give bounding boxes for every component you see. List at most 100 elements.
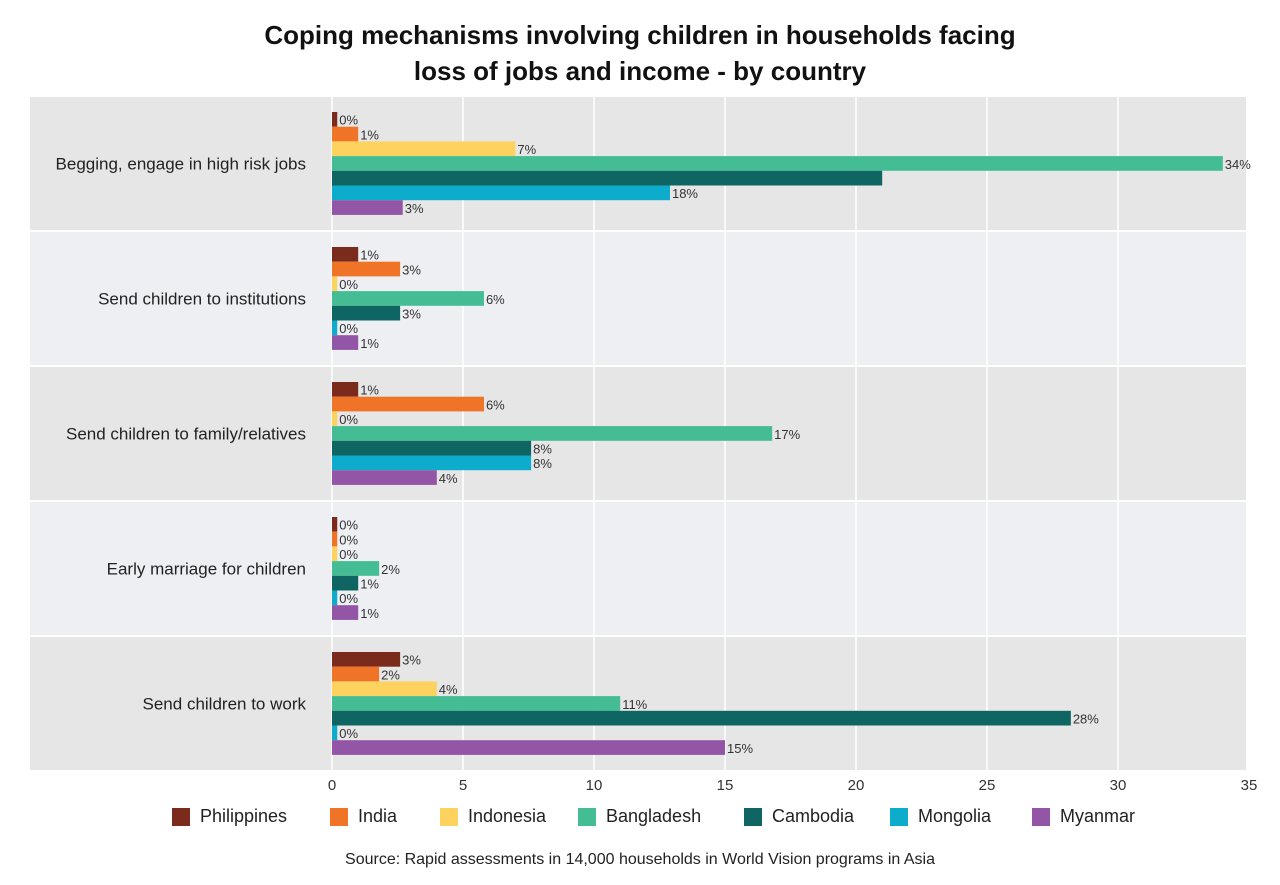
- bar-myanmar: [332, 335, 359, 350]
- data-label: 2%: [381, 667, 400, 682]
- data-label: 1%: [360, 577, 379, 592]
- data-label: 7%: [517, 142, 536, 157]
- bar-india: [332, 531, 338, 547]
- x-tick-label: 25: [979, 777, 996, 794]
- legend-label: India: [358, 806, 398, 826]
- legend-label: Philippines: [200, 806, 288, 826]
- bar-philippines: [332, 517, 338, 532]
- data-label: 11%: [622, 697, 647, 712]
- bar-myanmar: [332, 200, 403, 215]
- bar-bangladesh: [332, 426, 773, 441]
- data-label: 0%: [339, 113, 358, 128]
- legend-swatch: [440, 807, 458, 826]
- legend-label: Indonesia: [468, 806, 547, 826]
- bar-mongolia: [332, 185, 670, 201]
- bar-philippines: [332, 382, 359, 397]
- bar-bangladesh: [332, 696, 621, 711]
- legend-item-mongolia: Mongolia: [890, 806, 1032, 827]
- data-label: 8%: [533, 442, 552, 457]
- x-tick-label: 30: [1110, 777, 1127, 794]
- data-label: 1%: [360, 606, 379, 621]
- category-label: Send children to institutions: [98, 290, 306, 309]
- bar-myanmar: [332, 740, 725, 755]
- bar-indonesia: [332, 546, 338, 562]
- bar-india: [332, 396, 484, 412]
- legend-swatch: [744, 807, 762, 826]
- legend-swatch: [1032, 807, 1050, 826]
- data-label: 0%: [339, 726, 358, 741]
- data-label: 0%: [339, 277, 358, 292]
- data-label: 0%: [339, 321, 358, 336]
- data-label: 18%: [672, 186, 698, 201]
- data-label: 4%: [439, 682, 458, 697]
- data-label: 15%: [727, 741, 753, 756]
- legend-label: Myanmar: [1060, 806, 1136, 826]
- category-panel: [30, 232, 1246, 365]
- bar-cambodia: [332, 305, 401, 321]
- category-label: Early marriage for children: [107, 560, 306, 579]
- bar-mongolia: [332, 725, 338, 741]
- x-tick-label: 15: [717, 777, 734, 794]
- legend-swatch: [172, 807, 190, 826]
- data-label: 3%: [402, 653, 421, 668]
- legend-swatch: [330, 807, 348, 826]
- category-panel: [30, 502, 1246, 635]
- bar-cambodia: [332, 575, 359, 591]
- data-label: 0%: [339, 591, 358, 606]
- data-label: 1%: [360, 127, 379, 142]
- bar-india: [332, 666, 380, 682]
- bar-india: [332, 126, 359, 142]
- bar-cambodia: [332, 710, 1071, 726]
- x-tick-label: 10: [586, 777, 603, 794]
- bar-bangladesh: [332, 156, 1223, 171]
- bar-mongolia: [332, 320, 338, 336]
- x-tick-label: 0: [328, 777, 336, 794]
- bar-chart: 0 5 10 15 20 25 30 35 Begging, engage in high ri…: [30, 97, 1258, 794]
- legend: Philippines India Indonesia Bangladesh C…: [172, 806, 1135, 827]
- data-label: 8%: [533, 456, 552, 471]
- data-label: 6%: [486, 397, 505, 412]
- legend-item-myanmar: Myanmar: [1032, 806, 1135, 827]
- source-note: Source: Rapid assessments in 14,000 hous…: [345, 851, 935, 868]
- data-label: 0%: [339, 412, 358, 427]
- bar-cambodia: [332, 440, 532, 456]
- data-label: 3%: [402, 307, 421, 322]
- bar-philippines: [332, 247, 359, 262]
- legend-swatch: [578, 807, 596, 826]
- x-tick-label: 5: [459, 777, 467, 794]
- category-label: Send children to family/relatives: [66, 425, 306, 444]
- legend-label: Mongolia: [918, 806, 992, 826]
- data-label: 34%: [1225, 157, 1251, 172]
- legend-item-bangladesh: Bangladesh: [578, 806, 744, 827]
- chart-title-line-2: loss of jobs and income - by country: [413, 56, 867, 86]
- data-label: 3%: [405, 201, 424, 216]
- bar-bangladesh: [332, 291, 484, 306]
- x-tick-label: 20: [848, 777, 865, 794]
- data-label: 1%: [360, 336, 379, 351]
- legend-item-philippines: Philippines: [172, 806, 330, 827]
- legend-item-cambodia: Cambodia: [744, 806, 890, 827]
- data-label: 28%: [1073, 712, 1099, 727]
- data-label: 1%: [360, 383, 379, 398]
- data-label: 17%: [774, 427, 800, 442]
- bar-indonesia: [332, 681, 437, 697]
- data-label: 0%: [339, 547, 358, 562]
- category-label: Begging, engage in high risk jobs: [56, 155, 306, 174]
- bar-mongolia: [332, 455, 532, 471]
- legend-item-india: India: [330, 806, 440, 827]
- data-label: 6%: [486, 292, 505, 307]
- bar-philippines: [332, 112, 338, 127]
- data-label: 4%: [439, 471, 458, 486]
- x-tick-label: 35: [1241, 777, 1258, 794]
- data-label: 0%: [339, 518, 358, 533]
- bar-mongolia: [332, 590, 338, 606]
- legend-label: Cambodia: [772, 806, 855, 826]
- bar-myanmar: [332, 470, 437, 485]
- category-label: Send children to work: [143, 695, 307, 714]
- data-label: 1%: [360, 248, 379, 263]
- bar-cambodia: [332, 170, 883, 186]
- bar-indonesia: [332, 411, 338, 427]
- bar-philippines: [332, 652, 401, 667]
- bar-india: [332, 261, 401, 277]
- bar-indonesia: [332, 141, 516, 157]
